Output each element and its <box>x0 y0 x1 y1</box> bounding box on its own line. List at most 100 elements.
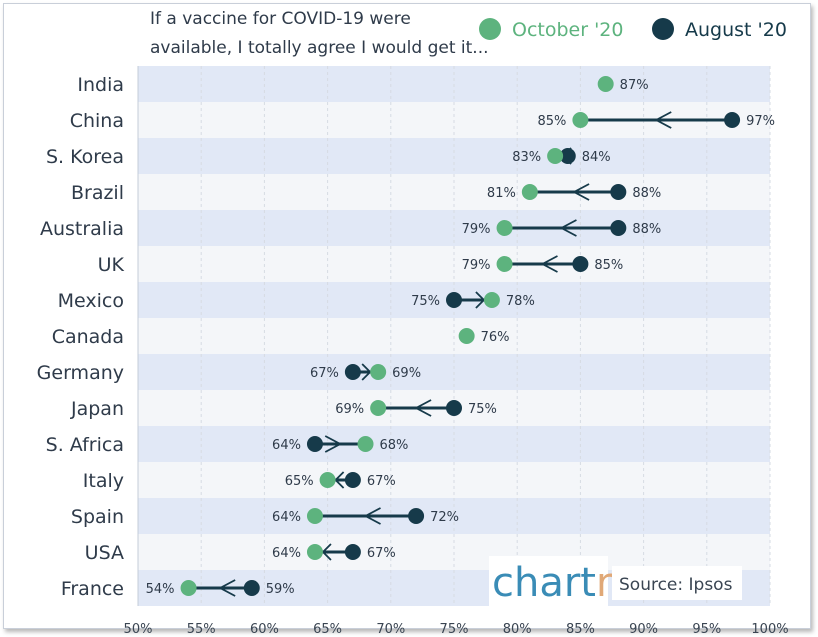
direction-arrow <box>654 111 672 129</box>
chartr-logo: chartr <box>492 560 613 606</box>
october-value-label: 64% <box>272 510 301 525</box>
legend-august-marker <box>652 18 674 40</box>
direction-arrow <box>414 399 432 417</box>
x-tick-label: 90% <box>629 622 658 637</box>
august-value-label: 67% <box>367 546 396 561</box>
october-dot <box>306 508 323 524</box>
category-label: S. Africa <box>46 434 124 456</box>
august-value-label: 67% <box>310 366 339 381</box>
august-value-label: 85% <box>594 258 623 273</box>
category-label: Canada <box>52 326 124 348</box>
chart-title-line-2: available, I totally agree I would get i… <box>150 38 489 58</box>
august-dot <box>344 472 361 488</box>
october-value-label: 87% <box>620 78 649 93</box>
x-tick-label: 85% <box>566 622 595 637</box>
data-dots <box>180 76 741 596</box>
direction-arrow <box>540 255 558 273</box>
august-value-label: 59% <box>266 582 295 597</box>
direction-arrow <box>559 219 577 237</box>
chart-title-line-1: If a vaccine for COVID-19 were <box>150 9 411 29</box>
october-dot <box>496 220 513 236</box>
x-tick-label: 95% <box>692 622 721 637</box>
august-value-label: 84% <box>582 150 611 165</box>
source-box <box>612 566 742 600</box>
x-tick-label: 80% <box>503 622 532 637</box>
category-label: Australia <box>40 218 124 240</box>
october-value-label: 69% <box>392 366 421 381</box>
category-label: Brazil <box>71 182 124 204</box>
august-value-label: 72% <box>430 510 459 525</box>
direction-arrow <box>572 183 590 201</box>
x-tick-label: 60% <box>250 622 279 637</box>
chartr-logo-main: chart <box>492 560 596 606</box>
category-label: Japan <box>70 398 124 420</box>
october-dot <box>458 328 475 344</box>
august-value-label: 75% <box>468 402 497 417</box>
october-dot <box>483 292 500 308</box>
august-dot <box>572 256 589 272</box>
august-dot <box>243 580 260 596</box>
august-dot <box>306 436 323 452</box>
october-dot <box>547 148 564 164</box>
category-label: China <box>70 110 124 132</box>
october-value-label: 54% <box>146 582 175 597</box>
october-value-label: 78% <box>506 294 535 309</box>
october-value-label: 76% <box>481 330 510 345</box>
october-dot <box>357 436 374 452</box>
gridlines <box>137 66 771 606</box>
october-value-label: 69% <box>335 402 364 417</box>
august-dot <box>610 184 627 200</box>
branding: chartr Source: Ipsos <box>489 556 742 606</box>
october-dot <box>572 112 589 128</box>
source-note: Source: Ipsos <box>619 575 733 595</box>
x-tick-label: 55% <box>187 622 216 637</box>
october-dot <box>319 472 336 488</box>
direction-arrow <box>363 507 381 525</box>
category-labels: India China S. Korea Brazil Australia UK Mexic… <box>37 74 125 600</box>
category-label: S. Korea <box>46 146 124 168</box>
x-tick-labels: 50% 55% 60% 65% 70% 75% 80% 85% 90% 95% 100% <box>124 622 789 637</box>
october-value-label: 85% <box>537 114 566 129</box>
august-dot <box>344 364 361 380</box>
x-tick-label: 75% <box>440 622 469 637</box>
august-dot <box>724 112 741 128</box>
x-tick-label: 65% <box>313 622 342 637</box>
x-tick-label: 70% <box>376 622 405 637</box>
category-label: Spain <box>71 506 124 528</box>
august-dot <box>344 544 361 560</box>
august-value-label: 97% <box>746 114 775 129</box>
direction-arrow <box>218 579 236 597</box>
august-dot <box>446 400 462 416</box>
october-dot <box>370 400 387 416</box>
october-value-label: 79% <box>462 258 491 273</box>
october-dot <box>597 76 614 92</box>
october-dot <box>180 580 197 596</box>
x-tick-label: 50% <box>124 622 153 637</box>
category-label: India <box>77 74 124 96</box>
august-value-label: 75% <box>411 294 440 309</box>
august-value-label: 88% <box>632 186 661 201</box>
direction-arrow <box>324 435 343 453</box>
october-value-label: 81% <box>487 186 516 201</box>
october-value-label: 68% <box>380 438 409 453</box>
august-value-label: 64% <box>272 438 301 453</box>
august-dot <box>446 292 462 308</box>
october-value-label: 83% <box>512 150 541 165</box>
october-value-label: 64% <box>272 546 301 561</box>
august-value-label: 88% <box>632 222 661 237</box>
october-dot <box>496 256 513 272</box>
october-value-label: 79% <box>462 222 491 237</box>
category-label: USA <box>85 542 124 564</box>
legend-october-marker <box>479 18 501 40</box>
category-label: Italy <box>83 470 124 492</box>
august-value-label: 67% <box>367 474 396 489</box>
chartr-logo-accent: r <box>596 560 613 606</box>
category-label: UK <box>98 254 125 276</box>
august-dot <box>610 220 627 236</box>
october-dot <box>521 184 538 200</box>
category-label: France <box>61 578 124 600</box>
october-value-label: 65% <box>285 474 314 489</box>
category-label: Mexico <box>58 290 124 312</box>
data-labels: 87% 85% 97% 83% 84% 81% 88% 79% 88% 79% 85% 75% 78% 7… <box>146 78 775 597</box>
